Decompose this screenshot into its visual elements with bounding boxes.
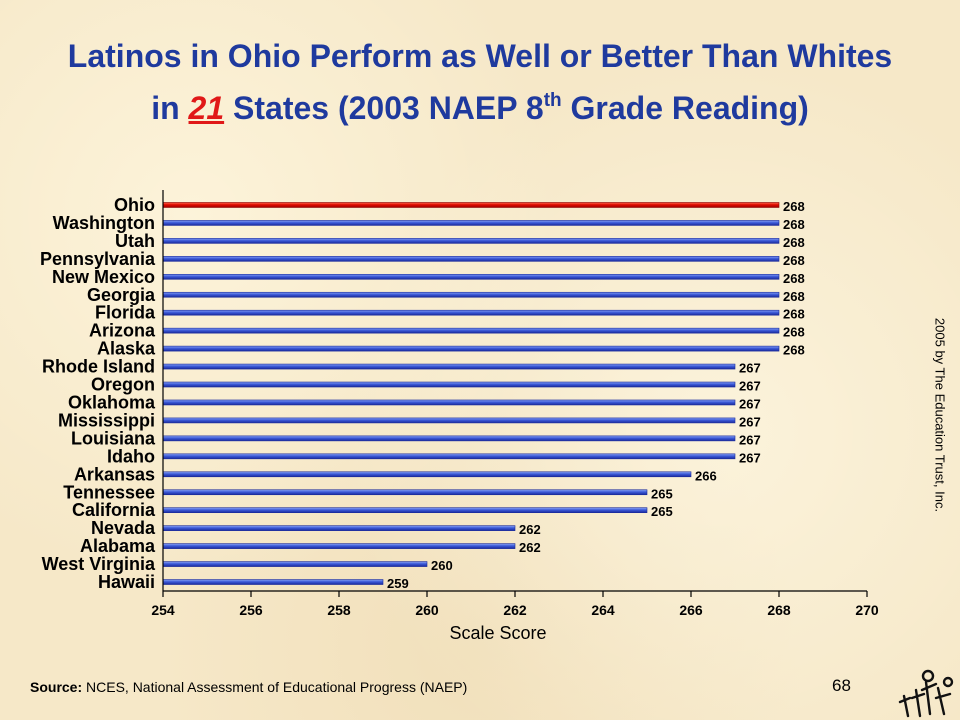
bar-new-mexico xyxy=(162,273,780,280)
x-tick-label-270: 270 xyxy=(855,602,879,618)
education-trust-logo-icon xyxy=(898,669,954,718)
category-label-oklahoma: Oklahoma xyxy=(68,392,156,412)
category-label-california: California xyxy=(72,500,156,520)
category-label-mississippi: Mississippi xyxy=(58,410,155,430)
x-tick-label-254: 254 xyxy=(151,602,175,618)
category-label-oregon: Oregon xyxy=(91,375,155,395)
category-label-tennessee: Tennessee xyxy=(63,482,155,502)
title-suffix: Grade Reading) xyxy=(570,90,809,126)
title-line-2: in 21 States (2003 NAEP 8th Grade Readin… xyxy=(0,82,960,134)
bar-nevada xyxy=(162,525,516,531)
bar-oklahoma xyxy=(162,399,736,406)
category-label-nevada: Nevada xyxy=(91,518,156,538)
data-label-alaska: 268 xyxy=(783,343,805,358)
bar-california xyxy=(162,507,648,514)
bar-ohio xyxy=(162,202,780,208)
category-label-west-virginia: West Virginia xyxy=(42,554,156,574)
data-label-pennsylvania: 268 xyxy=(783,253,805,268)
category-label-florida: Florida xyxy=(95,303,156,323)
category-label-georgia: Georgia xyxy=(87,285,156,305)
data-label-rhode-island: 267 xyxy=(739,361,761,376)
x-tick-label-258: 258 xyxy=(327,602,351,618)
title-state-count: 21 xyxy=(188,90,225,126)
category-label-ohio: Ohio xyxy=(114,195,155,215)
category-label-new-mexico: New Mexico xyxy=(52,267,155,287)
data-label-oregon: 267 xyxy=(739,379,761,394)
x-tick-label-264: 264 xyxy=(591,602,615,618)
title-prefix: in xyxy=(151,90,180,126)
bar-west-virginia xyxy=(162,561,428,567)
bar-louisiana xyxy=(162,435,736,442)
data-label-idaho: 267 xyxy=(739,450,761,465)
data-label-ohio: 268 xyxy=(783,199,805,214)
data-label-alabama: 262 xyxy=(519,540,541,555)
category-label-arkansas: Arkansas xyxy=(74,464,155,484)
data-label-oklahoma: 267 xyxy=(739,396,761,411)
bar-chart: Ohio 268 Washington 268 Utah 268 Pennsylvania 2… xyxy=(40,190,879,618)
bar-mississippi xyxy=(162,417,736,424)
bar-tennessee xyxy=(162,489,648,496)
bar-pennsylvania xyxy=(162,256,780,262)
category-label-hawaii: Hawaii xyxy=(98,572,155,592)
data-label-new-mexico: 268 xyxy=(783,271,805,286)
title-line-1: Latinos in Ohio Perform as Well or Bette… xyxy=(67,38,893,74)
bar-washington xyxy=(162,220,780,226)
bar-florida xyxy=(162,309,780,316)
data-label-georgia: 268 xyxy=(783,289,805,304)
copyright-text: 2005 by The Education Trust, Inc. xyxy=(932,317,948,513)
x-tick-label-266: 266 xyxy=(679,602,703,618)
category-label-washington: Washington xyxy=(53,213,155,233)
bar-hawaii xyxy=(162,579,384,585)
bar-oregon xyxy=(162,381,736,388)
data-label-tennessee: 265 xyxy=(651,486,673,501)
bar-alabama xyxy=(162,543,516,549)
bar-arkansas xyxy=(162,471,692,478)
data-label-arizona: 268 xyxy=(783,325,805,340)
source-label: Source: xyxy=(30,679,83,695)
data-label-washington: 268 xyxy=(783,217,805,232)
category-label-rhode-island: Rhode Island xyxy=(42,357,155,377)
data-label-hawaii: 259 xyxy=(387,576,409,591)
bar-idaho xyxy=(162,453,736,460)
data-label-west-virginia: 260 xyxy=(431,558,453,573)
x-axis-title: Scale Score xyxy=(449,623,547,643)
category-label-alaska: Alaska xyxy=(97,339,156,359)
data-label-mississippi: 267 xyxy=(739,414,761,429)
page-number: 68 xyxy=(832,676,851,695)
category-label-louisiana: Louisiana xyxy=(71,428,156,448)
page-title: Latinos in Ohio Perform as Well or Bette… xyxy=(0,30,960,134)
category-label-arizona: Arizona xyxy=(89,321,156,341)
category-label-alabama: Alabama xyxy=(80,536,156,556)
source-text: NCES, National Assessment of Educational… xyxy=(82,679,468,695)
bar-georgia xyxy=(162,291,780,298)
data-label-florida: 268 xyxy=(783,307,805,322)
data-label-california: 265 xyxy=(651,504,673,519)
category-label-utah: Utah xyxy=(115,231,155,251)
bar-rhode-island xyxy=(162,363,736,370)
category-label-pennsylvania: Pennsylvania xyxy=(40,249,156,269)
x-tick-label-268: 268 xyxy=(767,602,791,618)
bar-alaska xyxy=(162,345,780,352)
x-tick-label-260: 260 xyxy=(415,602,439,618)
title-mid: States (2003 NAEP 8 xyxy=(233,90,544,126)
bar-arizona xyxy=(162,327,780,334)
bar-utah xyxy=(162,238,780,244)
x-tick-label-262: 262 xyxy=(503,602,527,618)
data-label-arkansas: 266 xyxy=(695,468,717,483)
source-note: Source: NCES, National Assessment of Edu… xyxy=(30,679,467,695)
title-superscript: th xyxy=(543,90,562,111)
data-label-louisiana: 267 xyxy=(739,432,761,447)
category-label-idaho: Idaho xyxy=(107,446,155,466)
data-label-nevada: 262 xyxy=(519,522,541,537)
data-label-utah: 268 xyxy=(783,235,805,250)
x-tick-label-256: 256 xyxy=(239,602,263,618)
